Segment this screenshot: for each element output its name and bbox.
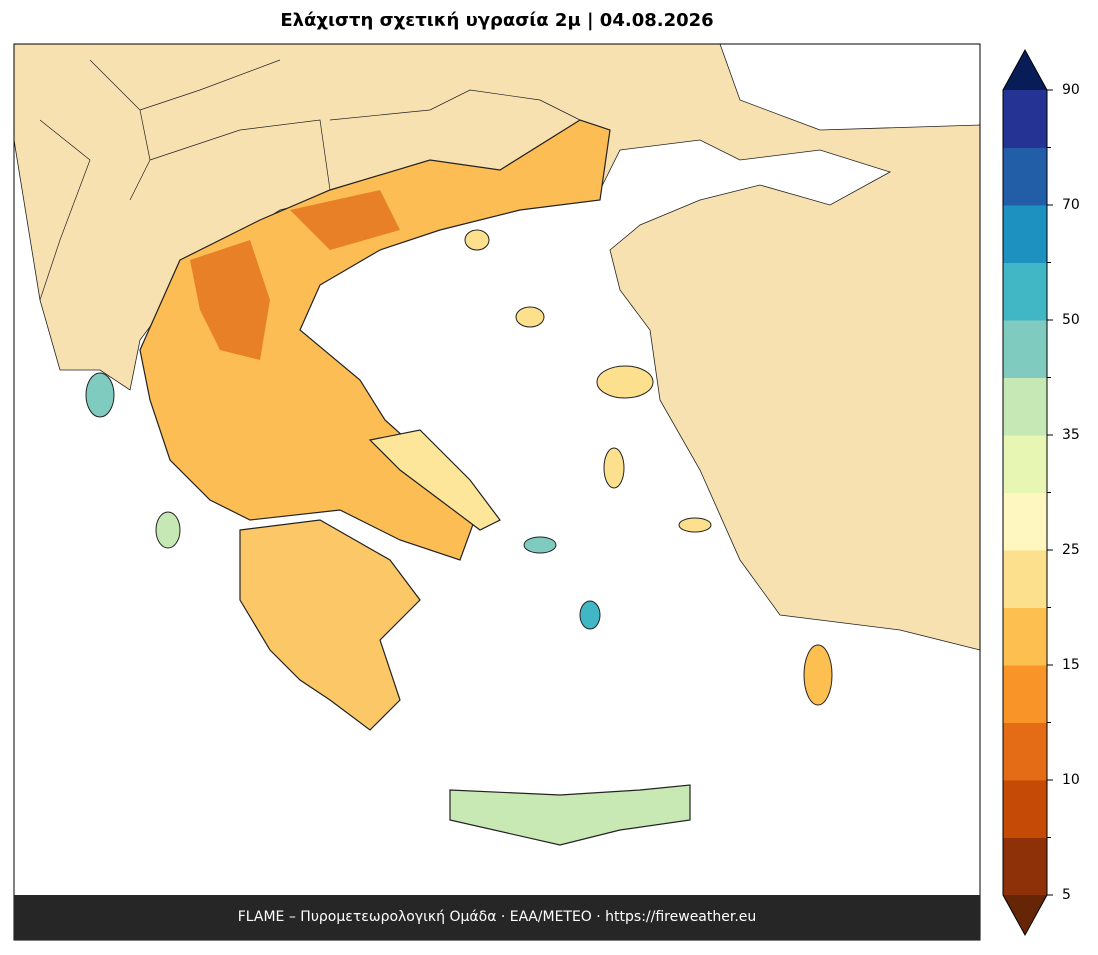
colorbar-segment bbox=[1003, 90, 1047, 148]
colorbar-tick-label: 90 bbox=[1062, 82, 1080, 98]
greece-mainland bbox=[139, 119, 611, 561]
colorbar-over bbox=[1003, 50, 1047, 90]
colorbar-tick-label: 50 bbox=[1062, 312, 1080, 328]
lemnos bbox=[515, 306, 545, 328]
colorbar-tick-label: 70 bbox=[1062, 197, 1080, 213]
colorbar-segment bbox=[1003, 837, 1047, 896]
colorbar-segment bbox=[1003, 780, 1047, 838]
colorbar-tick-label: 35 bbox=[1062, 427, 1080, 443]
kefalonia bbox=[155, 511, 181, 549]
colorbar: 5 10 15 25 35 50 70 90 bbox=[1002, 48, 1080, 937]
colorbar-segment bbox=[1003, 205, 1047, 263]
map: FLAME – Πυρομετεωρολογική Ομάδα · ΕΑΑ/ME… bbox=[13, 43, 981, 941]
colorbar-segment bbox=[1003, 607, 1047, 666]
colorbar-segment bbox=[1003, 492, 1047, 551]
colorbar-segment bbox=[1003, 435, 1047, 493]
thasos bbox=[464, 229, 490, 251]
colorbar-tick-label: 25 bbox=[1062, 542, 1080, 558]
dry-patch bbox=[190, 190, 400, 360]
borders bbox=[39, 59, 581, 301]
colorbar-segment bbox=[1003, 722, 1047, 781]
colorbar-segment bbox=[1003, 550, 1047, 608]
colorbar-tick-label: 15 bbox=[1062, 657, 1080, 673]
colorbar-under bbox=[1003, 895, 1047, 935]
footer-text: FLAME – Πυρομετεωρολογική Ομάδα · ΕΑΑ/ME… bbox=[238, 909, 757, 925]
colorbar-tick-label: 10 bbox=[1062, 772, 1080, 788]
crete bbox=[449, 784, 691, 846]
colorbar-segment bbox=[1003, 665, 1047, 723]
samos bbox=[678, 517, 712, 533]
andros bbox=[523, 536, 557, 554]
colorbar-segment bbox=[1003, 147, 1047, 206]
colorbar-segment bbox=[1003, 320, 1047, 378]
neighbour-land bbox=[13, 43, 981, 651]
evia bbox=[368, 429, 501, 531]
map-title: Ελάχιστη σχετική υγρασία 2μ | 04.08.2026 bbox=[280, 10, 713, 31]
chios bbox=[603, 447, 625, 489]
naxos bbox=[579, 600, 601, 630]
corfu bbox=[85, 372, 115, 418]
footer-bar bbox=[14, 895, 980, 940]
peloponnese bbox=[239, 519, 421, 731]
lesvos bbox=[596, 365, 654, 399]
rhodes bbox=[803, 644, 833, 706]
colorbar-segment bbox=[1003, 377, 1047, 436]
colorbar-segment bbox=[1003, 262, 1047, 321]
colorbar-tick-label: 5 bbox=[1062, 887, 1071, 903]
